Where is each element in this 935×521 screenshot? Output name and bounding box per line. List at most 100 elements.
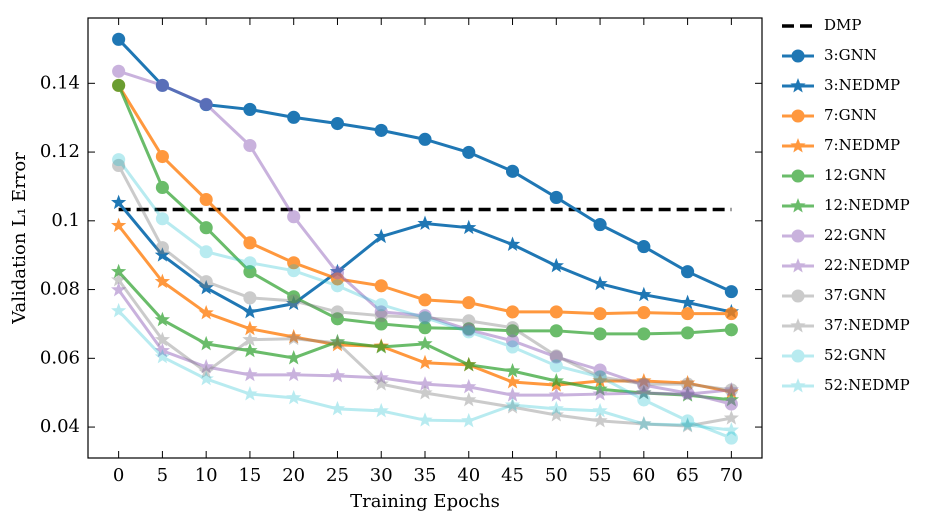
marker — [418, 311, 432, 325]
legend-item — [782, 349, 814, 363]
x-tick-label: 5 — [157, 465, 168, 486]
y-tick-label: 0.12 — [40, 141, 80, 162]
y-tick-label: 0.08 — [40, 279, 80, 300]
y-tick-label: 0.04 — [40, 416, 80, 437]
marker — [374, 309, 388, 323]
marker — [504, 374, 521, 389]
legend-label: 7:NEDMP — [824, 136, 900, 154]
marker — [417, 385, 433, 400]
marker — [154, 348, 171, 364]
x-tick-label: 10 — [195, 465, 218, 486]
marker — [724, 307, 738, 321]
legend-label: 52:NEDMP — [824, 376, 910, 394]
marker — [636, 385, 652, 400]
y-tick-label: 0.1 — [51, 210, 80, 231]
series — [111, 281, 739, 402]
marker — [111, 194, 127, 210]
legend-label: 3:NEDMP — [824, 76, 900, 94]
marker — [242, 320, 258, 336]
marker — [504, 236, 521, 251]
marker — [462, 325, 476, 339]
marker — [242, 331, 258, 347]
legend-marker — [791, 229, 805, 243]
x-axis-label: Training Epochs — [350, 491, 500, 512]
marker — [636, 415, 652, 431]
marker — [329, 400, 346, 416]
legend-marker — [791, 349, 805, 363]
marker — [199, 192, 213, 207]
marker — [679, 375, 696, 390]
marker — [505, 324, 520, 338]
marker — [373, 402, 389, 418]
marker — [505, 305, 520, 319]
marker — [373, 376, 389, 391]
marker — [111, 217, 127, 233]
marker — [199, 221, 213, 235]
marker — [112, 78, 126, 92]
marker — [111, 302, 127, 318]
series — [111, 271, 739, 433]
marker — [198, 364, 214, 379]
marker — [154, 342, 171, 358]
marker — [330, 305, 345, 319]
marker — [417, 215, 433, 231]
x-tick-label: 55 — [589, 465, 612, 486]
marker — [243, 291, 257, 305]
marker — [287, 110, 301, 124]
marker — [111, 281, 127, 297]
legend-label: 52:GNN — [824, 346, 886, 364]
legend-marker — [790, 258, 806, 273]
marker — [461, 219, 477, 235]
marker — [154, 311, 171, 327]
marker — [243, 256, 257, 270]
marker — [329, 334, 346, 350]
series — [112, 78, 738, 321]
x-tick-label: 45 — [501, 465, 524, 486]
y-axis-label: Validation L₁ Error — [9, 152, 30, 325]
x-tick-label: 15 — [238, 465, 261, 486]
marker — [330, 266, 345, 280]
marker — [374, 123, 388, 137]
marker — [330, 279, 345, 293]
marker — [723, 410, 739, 425]
x-tick-label: 50 — [545, 465, 568, 486]
legend-marker — [790, 198, 806, 213]
marker — [637, 393, 651, 407]
marker — [242, 303, 258, 319]
series-line — [117, 309, 732, 432]
marker — [504, 387, 521, 402]
marker — [679, 418, 696, 433]
marker — [593, 307, 607, 321]
legend-item — [782, 258, 814, 273]
marker — [374, 279, 388, 293]
series-line — [118, 69, 732, 406]
legend-marker — [791, 169, 805, 183]
legend-item — [782, 378, 814, 393]
series — [112, 32, 738, 299]
marker — [549, 349, 563, 363]
marker — [592, 373, 608, 388]
legend-label: 22:NEDMP — [824, 256, 910, 274]
x-tick-label: 30 — [370, 465, 393, 486]
marker — [155, 241, 169, 255]
marker — [286, 389, 302, 405]
marker — [417, 354, 433, 370]
marker — [505, 334, 520, 348]
marker — [198, 358, 214, 374]
marker — [155, 212, 169, 226]
marker — [111, 271, 127, 287]
marker — [373, 369, 389, 385]
marker — [418, 132, 432, 146]
marker — [636, 286, 652, 302]
legend-marker — [791, 49, 805, 63]
marker — [461, 412, 477, 428]
marker — [198, 304, 214, 320]
legend-label: 37:NEDMP — [824, 316, 910, 334]
marker — [199, 275, 213, 289]
marker — [549, 350, 563, 364]
plot-frame — [87, 17, 763, 459]
legend-label: 22:GNN — [824, 226, 886, 244]
legend-item — [782, 318, 814, 333]
marker — [593, 363, 607, 377]
